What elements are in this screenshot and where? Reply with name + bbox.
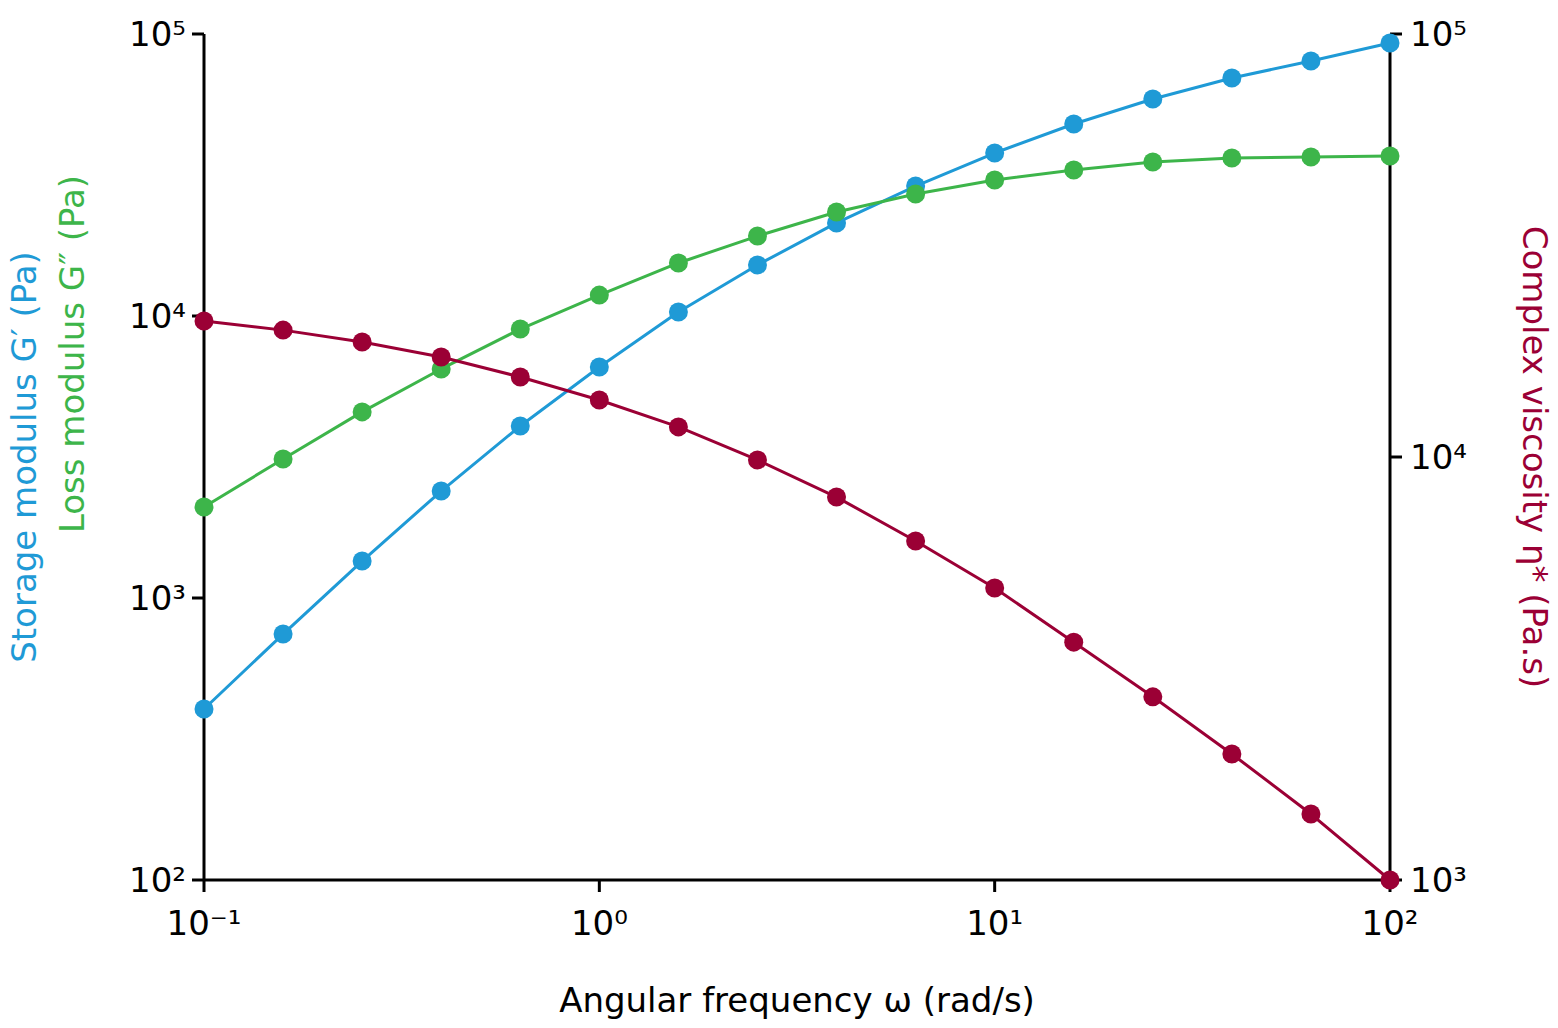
- data-point: [1143, 89, 1162, 108]
- y-axis-title: Loss modulus G″ (Pa): [52, 175, 92, 533]
- data-point: [748, 255, 767, 274]
- data-point: [985, 144, 1004, 163]
- y-tick-label: 10²: [129, 860, 186, 900]
- y-tick: [192, 597, 204, 600]
- data-point: [511, 416, 530, 435]
- data-point: [195, 497, 214, 516]
- data-point: [1381, 147, 1400, 166]
- y-axis-title: Storage modulus G′ (Pa): [4, 251, 44, 663]
- data-point: [1301, 147, 1320, 166]
- x-tick-label: 10¹: [966, 903, 1023, 943]
- data-point: [669, 417, 688, 436]
- data-point: [1301, 52, 1320, 71]
- data-point: [1064, 115, 1083, 134]
- data-point: [1222, 68, 1241, 87]
- data-point: [274, 625, 293, 644]
- data-point: [748, 450, 767, 469]
- data-point: [827, 202, 846, 221]
- y2-tick-label: 10⁴: [1410, 437, 1467, 477]
- data-point: [590, 390, 609, 409]
- data-point: [353, 402, 372, 421]
- x-tick-label: 10⁻¹: [167, 903, 242, 943]
- data-point: [985, 579, 1004, 598]
- data-point: [353, 333, 372, 352]
- data-point: [432, 348, 451, 367]
- data-point: [1143, 687, 1162, 706]
- data-point: [1381, 34, 1400, 53]
- data-point: [353, 552, 372, 571]
- data-point: [1222, 744, 1241, 763]
- series-line: [204, 321, 1390, 880]
- y2-tick: [1390, 456, 1402, 459]
- x-axis-label: Angular frequency ω (rad/s): [559, 980, 1035, 1020]
- data-point: [274, 449, 293, 468]
- data-point: [1064, 160, 1083, 179]
- y-axis-line: [203, 34, 206, 880]
- data-point: [748, 227, 767, 246]
- data-point: [1143, 153, 1162, 172]
- y2-axis-title: Complex viscosity η* (Pa.s): [1515, 226, 1555, 688]
- data-point: [1301, 805, 1320, 824]
- data-point: [590, 286, 609, 305]
- data-point: [985, 170, 1004, 189]
- plot-area: [195, 34, 1400, 890]
- data-point: [669, 253, 688, 272]
- data-point: [432, 482, 451, 501]
- data-point: [590, 358, 609, 377]
- data-point: [827, 488, 846, 507]
- x-tick-label: 10⁰: [571, 903, 628, 943]
- y-tick-label: 10⁴: [129, 296, 186, 336]
- data-point: [195, 311, 214, 330]
- y-tick-label: 10⁵: [129, 14, 186, 54]
- data-point: [274, 321, 293, 340]
- y-tick-label: 10³: [129, 578, 186, 618]
- data-point: [1381, 871, 1400, 890]
- data-point: [906, 184, 925, 203]
- data-point: [906, 532, 925, 551]
- y-tick: [192, 879, 204, 882]
- data-point: [1064, 633, 1083, 652]
- series-line: [204, 43, 1390, 709]
- x-tick-label: 10²: [1362, 903, 1419, 943]
- x-tick: [598, 880, 601, 892]
- x-axis-line: [204, 879, 1390, 882]
- y2-tick-label: 10³: [1410, 860, 1467, 900]
- y-tick: [192, 33, 204, 36]
- data-point: [511, 367, 530, 386]
- y2-tick-label: 10⁵: [1410, 14, 1467, 54]
- x-tick: [203, 880, 206, 892]
- data-point: [511, 320, 530, 339]
- data-point: [669, 303, 688, 322]
- x-tick: [993, 880, 996, 892]
- data-point: [1222, 149, 1241, 168]
- data-point: [195, 700, 214, 719]
- series-line: [204, 156, 1390, 507]
- chart: 10²10³10⁴10⁵10³10⁴10⁵10⁻¹10⁰10¹10²Angula…: [0, 0, 1558, 1028]
